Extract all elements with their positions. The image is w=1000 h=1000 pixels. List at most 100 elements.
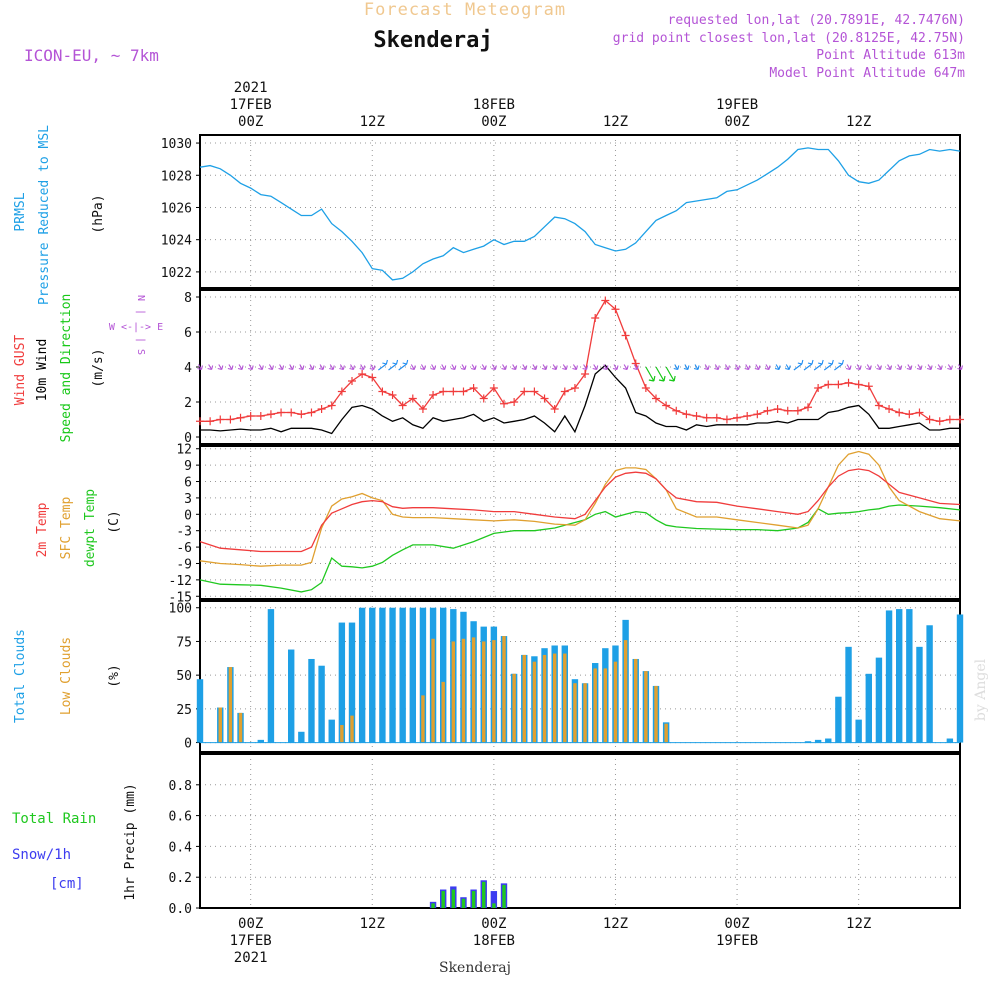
wind-arrow bbox=[937, 364, 943, 371]
y-tick-label: 0 bbox=[184, 431, 192, 446]
product-title: Forecast Meteogram bbox=[364, 0, 566, 20]
y-tick-label: -3 bbox=[176, 525, 192, 540]
low-clouds-bar bbox=[644, 671, 648, 743]
wind-arrow bbox=[834, 359, 844, 371]
total-clouds-bar bbox=[308, 658, 315, 743]
low-clouds-bar bbox=[512, 673, 516, 743]
gust-marker bbox=[429, 391, 438, 399]
wind-arrow bbox=[926, 364, 933, 371]
total-clouds-bar bbox=[328, 719, 335, 743]
total-clouds-bar bbox=[946, 738, 954, 743]
wind-panel: 0 2 4 6 8 bbox=[184, 289, 964, 446]
y-tick-label: 1030 bbox=[161, 137, 192, 152]
gust-marker bbox=[824, 380, 833, 389]
wind-arrow bbox=[248, 364, 254, 371]
wind-arrow bbox=[673, 364, 680, 371]
wind-arrow bbox=[633, 364, 639, 371]
total-clouds-bar bbox=[379, 607, 386, 743]
low-clouds-bar bbox=[492, 640, 496, 743]
low-clouds-bar bbox=[421, 695, 425, 743]
gust-marker bbox=[479, 394, 488, 403]
gust-marker bbox=[469, 384, 478, 392]
wind-arrow bbox=[866, 364, 872, 371]
wind-arrow bbox=[207, 364, 214, 371]
gust-marker bbox=[408, 394, 417, 403]
total-clouds-bar bbox=[358, 607, 366, 743]
dewpt-label: dewpt Temp bbox=[83, 489, 98, 567]
gust-marker bbox=[398, 401, 407, 410]
gust-marker bbox=[510, 398, 519, 406]
y-tick-label: 0 bbox=[184, 737, 192, 752]
y-tick-label: 9 bbox=[184, 459, 192, 474]
total-clouds-bar bbox=[298, 731, 305, 743]
wind-arrow bbox=[197, 364, 204, 371]
wind-arrow bbox=[896, 364, 903, 371]
total-clouds-bar bbox=[916, 646, 923, 743]
low-clouds-bar bbox=[502, 636, 506, 743]
total-precip-bar bbox=[490, 891, 498, 908]
total-clouds-bar bbox=[906, 609, 913, 743]
time-axis-label: 17FEB bbox=[230, 97, 272, 113]
low-clouds-bar bbox=[350, 715, 354, 743]
wind-arrow bbox=[645, 366, 656, 382]
low-clouds-bar bbox=[340, 725, 344, 743]
gust-marker bbox=[226, 415, 235, 424]
total-clouds-bar bbox=[845, 646, 852, 743]
wind-arrow bbox=[886, 364, 893, 371]
gust-marker bbox=[733, 413, 742, 422]
wind-arrow bbox=[734, 364, 741, 371]
rain-bar bbox=[431, 903, 435, 908]
gust-marker bbox=[358, 370, 367, 378]
wind-arrow bbox=[410, 364, 416, 371]
low-clouds-bar bbox=[573, 683, 577, 743]
low-clouds-bar bbox=[634, 658, 638, 743]
y-tick-label: 0.2 bbox=[169, 871, 192, 886]
precip-axis-labels: Total Rain Snow/1h [cm] 1hr Precip (mm) bbox=[12, 783, 138, 900]
y-tick-label: 6 bbox=[184, 326, 192, 341]
wind-arrow bbox=[764, 364, 771, 371]
gust-marker bbox=[885, 405, 894, 413]
gust-marker bbox=[337, 387, 346, 396]
gust-label: Wind GUST bbox=[13, 335, 28, 406]
sfc-temp-line bbox=[199, 450, 961, 567]
low-clouds-bar bbox=[482, 641, 486, 743]
y-tick-label: 0.6 bbox=[169, 810, 192, 825]
gust-marker bbox=[327, 401, 336, 410]
gust-marker bbox=[783, 406, 792, 415]
wind-arrow bbox=[744, 364, 751, 371]
gust-marker bbox=[814, 384, 823, 392]
time-axis-label: 00Z bbox=[238, 916, 263, 932]
time-axis-label: 18FEB bbox=[473, 97, 515, 113]
wind-arrow bbox=[592, 364, 599, 371]
wind-arrow bbox=[562, 364, 568, 371]
wind-arrow bbox=[823, 359, 834, 371]
low-clouds-bar bbox=[238, 712, 243, 743]
gust-marker bbox=[388, 391, 397, 399]
gust-marker bbox=[672, 406, 681, 415]
low-clouds-bar bbox=[593, 668, 597, 743]
wind-speed-dir-label: Speed and Direction bbox=[59, 294, 74, 443]
temperature-panel: 129 630 -3-6-9 -12-15 bbox=[169, 443, 961, 605]
y-tick-label: -15 bbox=[169, 590, 192, 605]
low-clouds-bar bbox=[441, 681, 445, 743]
y-tick-label: 4 bbox=[184, 361, 192, 376]
wind-arrow bbox=[683, 364, 690, 371]
wind-arrow bbox=[501, 364, 508, 371]
wind-arrow bbox=[359, 364, 366, 371]
total-clouds-bar bbox=[926, 625, 933, 743]
panel-frame bbox=[199, 753, 961, 909]
gust-marker bbox=[246, 412, 255, 420]
snow-label: Snow/1h bbox=[12, 847, 71, 863]
gust-marker bbox=[550, 405, 559, 413]
wind-arrow bbox=[521, 364, 528, 371]
y-tick-label: 8 bbox=[184, 291, 192, 306]
wind-arrow bbox=[916, 364, 923, 371]
wind-arrow bbox=[622, 364, 629, 371]
wind-arrow bbox=[655, 366, 666, 382]
gust-marker bbox=[621, 331, 630, 340]
y-tick-label: 0.0 bbox=[169, 902, 192, 917]
total-clouds-bar bbox=[288, 649, 295, 743]
prmsl-label: PRMSL bbox=[13, 192, 28, 231]
gust-marker bbox=[854, 380, 863, 389]
low-clouds-bar bbox=[552, 653, 557, 743]
